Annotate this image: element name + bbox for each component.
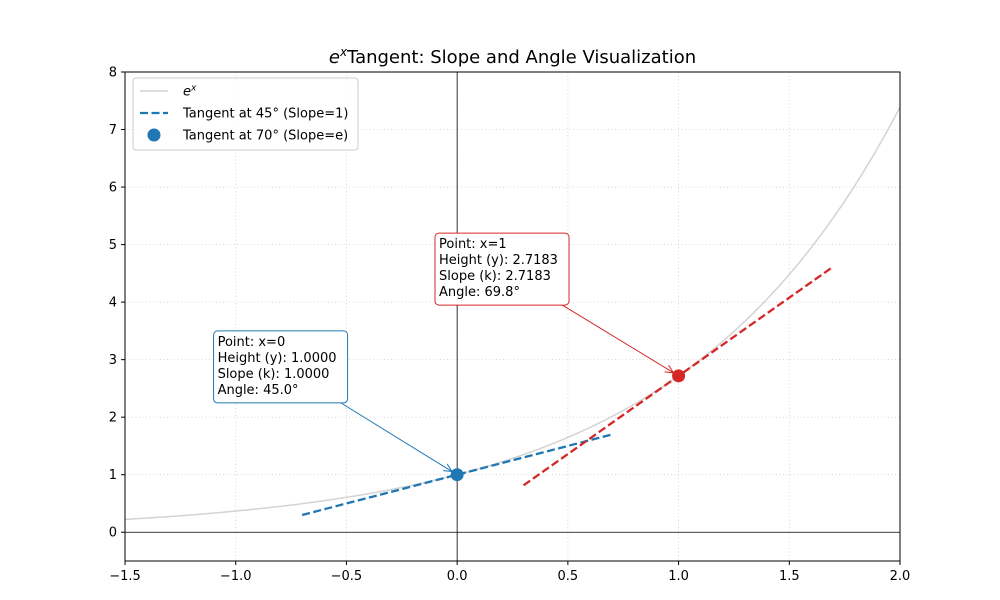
y-tick-label: 0: [109, 526, 117, 541]
annotation-line: Slope (k): 2.7183: [439, 269, 551, 284]
chart-title: exTangent: Slope and Angle Visualization: [329, 45, 696, 68]
annotation-box-0: [213, 330, 349, 404]
annotation-line: Angle: 69.8°: [439, 285, 520, 300]
annotation-line: Angle: 45.0°: [218, 383, 299, 398]
x-tick-label: 2.0: [890, 569, 911, 584]
annotation-line: Slope (k): 1.0000: [218, 367, 330, 382]
annotation-arrow-1: [562, 304, 674, 374]
legend-box: [132, 77, 359, 151]
x-tick-label: 1.5: [779, 569, 800, 584]
title-symbol-sup: x: [339, 45, 348, 59]
ticks: −1.5 −1.0 −0.5 0.0 0.5 1.0 1.5 2.0 0 1 2 3 4 5 6 7 8: [109, 66, 911, 585]
y-tick-label: 2: [109, 411, 117, 426]
annotation-box-1: [434, 232, 570, 306]
tangent-point-0: [450, 468, 464, 482]
annotation-line: Point: x=0: [218, 335, 286, 350]
y-tick-label: 8: [109, 66, 117, 81]
x-tick-label: 0.0: [447, 569, 468, 584]
tangent-point-1: [672, 369, 686, 383]
title-symbol-base: e: [329, 47, 340, 68]
legend-label: Tangent at 45° (Slope=1): [182, 107, 348, 122]
legend-label: Tangent at 70° (Slope=e): [182, 129, 348, 144]
y-tick-label: 1: [109, 468, 117, 483]
legend-handle-marker: [147, 128, 161, 142]
y-tick-label: 6: [109, 181, 117, 196]
annotation-line: Height (y): 1.0000: [218, 351, 337, 366]
legend: ex Tangent at 45° (Slope=1) Tangent at 70°…: [132, 77, 359, 151]
annotation-line: Height (y): 2.7183: [439, 253, 558, 268]
x-tick-label: 1.0: [668, 569, 689, 584]
y-tick-label: 4: [109, 296, 117, 311]
plot-frame: [124, 71, 901, 562]
legend-label: ex: [183, 84, 197, 100]
x-tick-label: −1.5: [109, 569, 141, 584]
y-tick-label: 7: [109, 123, 117, 138]
title-text: Tangent: Slope and Angle Visualization: [346, 47, 696, 68]
annotation-line: Point: x=1: [439, 237, 507, 252]
x-tick-label: −1.0: [220, 569, 252, 584]
tangent-line-0: [301, 433, 613, 517]
plot-area: [125, 106, 900, 521]
x-tick-label: −0.5: [331, 569, 363, 584]
y-tick-label: 3: [109, 353, 117, 368]
exp-curve: [125, 106, 900, 521]
annotation-arrow-0: [340, 402, 453, 472]
y-tick-label: 5: [109, 238, 117, 253]
x-tick-label: 0.5: [558, 569, 579, 584]
